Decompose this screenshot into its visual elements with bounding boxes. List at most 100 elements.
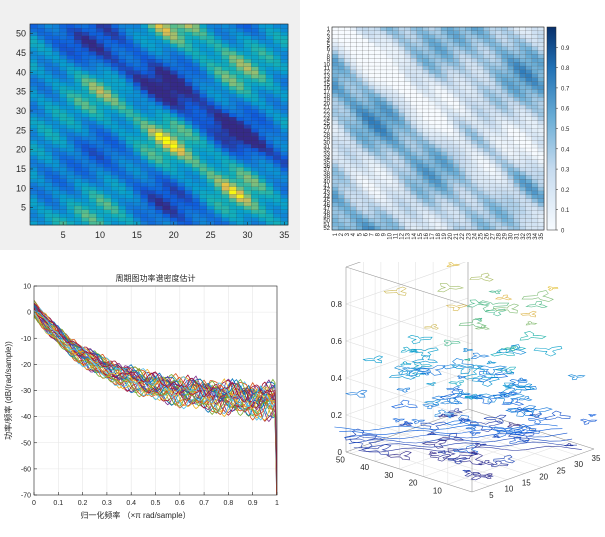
heatmap-cell [184,139,193,145]
heatmap-cell [356,214,363,219]
heatmap-cell [398,116,405,121]
heatmap-cell [453,73,460,79]
heatmap-cell [531,89,539,94]
heatmap-cell [519,62,527,67]
heatmap-cell [184,205,193,210]
heatmap-cell [350,85,357,90]
x-label: 24 [472,232,478,239]
heatmap-cell [44,27,53,33]
heatmap-cell [368,42,375,47]
heatmap-cell [258,174,267,179]
heatmap-cell [374,136,381,141]
y-label: 35 [323,160,330,166]
heatmap-cell [344,93,351,98]
heatmap-cell [513,214,521,219]
heatmap-cell [410,206,418,211]
heatmap-cell [280,209,289,214]
contour-line [470,352,490,360]
y-label: 43 [323,191,330,197]
heatmap-cell [66,74,75,79]
heatmap-cell [228,70,237,75]
heatmap-cell [96,194,105,199]
heatmap-cell [88,197,97,203]
heatmap-cell [155,93,164,98]
heatmap-cell [453,190,460,196]
heatmap-cell [52,174,60,179]
heatmap-cell [404,116,412,121]
heatmap-cell [103,66,112,71]
heatmap-cell [398,50,405,55]
heatmap-cell [446,144,454,149]
heatmap-cell [356,140,363,145]
heatmap-cell [59,128,68,133]
heatmap-cell [96,174,105,179]
heatmap-cell [206,186,215,191]
heatmap-cell [465,218,472,223]
heatmap-cell [465,34,472,40]
heatmap-cell [221,47,230,52]
heatmap-cell [265,78,274,83]
heatmap-cell [52,58,60,64]
heatmap-cell [177,70,186,75]
heatmap-cell [537,38,545,43]
contour-line [477,300,510,312]
heatmap-cell [221,58,230,64]
heatmap-cell [513,124,521,129]
heatmap-cell [501,175,508,180]
heatmap-cell [446,112,454,118]
heatmap-cell [184,43,193,48]
heatmap-cell [52,128,60,133]
heatmap-cell [416,116,424,121]
heatmap-cell [169,136,178,141]
heatmap-cell [362,108,369,114]
heatmap-cell [155,31,164,36]
heatmap-cell [103,151,112,156]
heatmap-cell [422,140,430,145]
heatmap-cell [59,178,68,183]
heatmap-cell [199,78,208,83]
heatmap-cell [483,93,490,98]
heatmap-cell [531,159,539,164]
heatmap-cell [66,47,75,52]
heatmap-cell [162,97,171,102]
heatmap-cell [380,46,387,51]
heatmap-cell [483,128,490,133]
heatmap-cell [459,163,466,168]
heatmap-cell [162,194,171,199]
heatmap-cell [525,151,533,157]
heatmap-cell [434,147,442,153]
heatmap-cell [465,210,472,215]
plot-frame [331,26,545,231]
y-tick-label: -70 [21,493,31,500]
heatmap-cell [177,190,186,195]
heatmap-cell [483,62,490,67]
y-label: 22 [323,109,330,115]
heatmap-cell [59,136,68,141]
heatmap-cell [428,81,436,86]
heatmap-cell [362,54,369,59]
heatmap-cell [280,155,289,160]
heatmap-cell [44,66,53,71]
heatmap-cell [410,65,418,71]
heatmap-cell [465,179,472,184]
heatmap-cell [501,120,508,125]
heatmap-cell [111,128,119,133]
heatmap-cell [392,34,399,40]
heatmap-cell [162,139,171,145]
heatmap-cell [273,66,282,71]
heatmap-cell [52,182,60,187]
heatmap-cell [513,206,521,211]
heatmap-cell [380,144,387,149]
x-tick-label: 30 [574,460,583,469]
heatmap-cell [265,27,274,33]
x-tick-label: 0.9 [248,500,258,507]
heatmap-cell [428,218,436,223]
heatmap-cell [465,214,472,219]
heatmap-cell [519,54,527,59]
heatmap-cell [192,120,200,125]
heatmap-cell [44,136,53,141]
heatmap-cell [356,167,363,172]
heatmap-cell [404,101,412,106]
heatmap-cell [265,186,274,191]
contour-line [428,451,437,455]
